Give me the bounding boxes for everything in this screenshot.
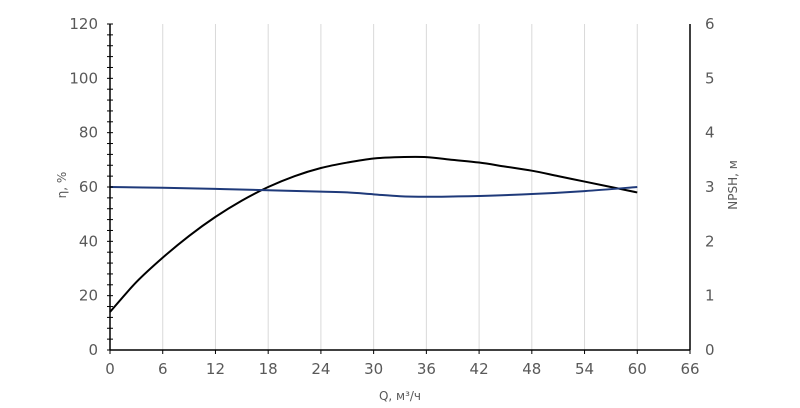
y-left-tick-label: 40: [79, 232, 98, 250]
x-tick-label: 36: [417, 360, 436, 378]
y-left-tick-label: 120: [69, 15, 98, 33]
npsh-curve: [109, 186, 638, 198]
y-axis-left-title: η, %: [55, 172, 69, 199]
x-tick-label: 54: [575, 360, 594, 378]
y-right-tick-label: 0: [705, 341, 715, 359]
y-left-tick-label: 20: [79, 287, 98, 305]
x-tick-label: 42: [470, 360, 489, 378]
y-right-tick-label: 3: [705, 178, 715, 196]
x-tick-label: 18: [259, 360, 278, 378]
x-tick-label: 0: [105, 360, 115, 378]
y-right-tick-label: 5: [705, 69, 715, 87]
y-left-tick-label: 80: [79, 124, 98, 142]
series-group: [109, 155, 638, 313]
y-right-tick-label: 4: [705, 124, 715, 142]
grid: [162, 24, 638, 350]
y-left-tick-label: 0: [88, 341, 98, 359]
x-axis-title: Q, м³/ч: [379, 389, 421, 403]
y-right-tick-label: 2: [705, 232, 715, 250]
x-tick-label: 60: [628, 360, 647, 378]
y-right-tick-label: 1: [705, 287, 715, 305]
axes-group: [107, 23, 691, 354]
x-tick-label: 24: [311, 360, 330, 378]
y-left-tick-label: 60: [79, 178, 98, 196]
y-left-tick-label: 100: [69, 69, 98, 87]
x-tick-label: 30: [364, 360, 383, 378]
y-right-tick-label: 6: [705, 15, 715, 33]
ticks-group: 0 6 12 18 24 30 36 42 48 54 60 66020406080100120012…: [69, 15, 714, 378]
efficiency-curve: [109, 155, 638, 313]
x-tick-label: 12: [206, 360, 225, 378]
y-axis-right-title: NPSH, м: [726, 160, 740, 210]
x-tick-label: 66: [680, 360, 699, 378]
x-tick-label: 48: [522, 360, 541, 378]
x-tick-label: 6: [158, 360, 168, 378]
